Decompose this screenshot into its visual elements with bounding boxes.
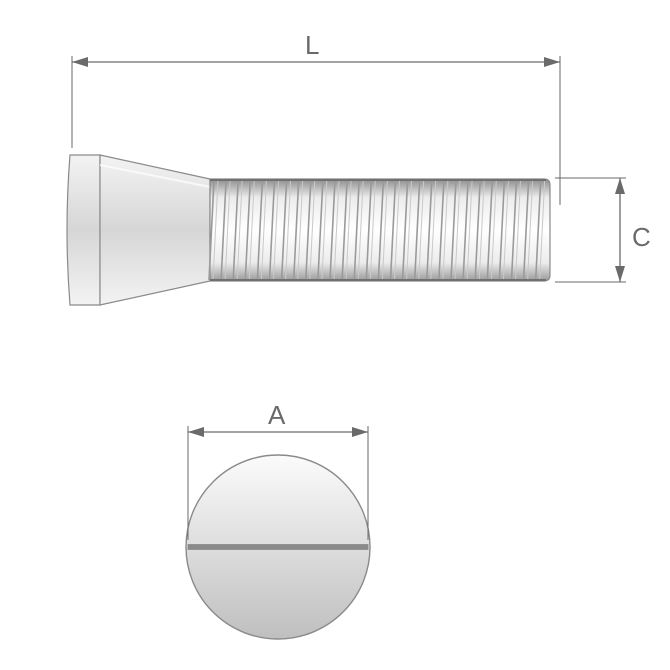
length-label: L xyxy=(305,30,319,61)
thread-diameter-label: C xyxy=(632,222,651,253)
head-diameter-label: A xyxy=(268,400,285,431)
screw-front-view xyxy=(186,455,370,639)
diagram-canvas: L A C xyxy=(0,0,670,670)
dimension-drawing-svg xyxy=(0,0,670,670)
screw-side-view xyxy=(67,155,550,305)
